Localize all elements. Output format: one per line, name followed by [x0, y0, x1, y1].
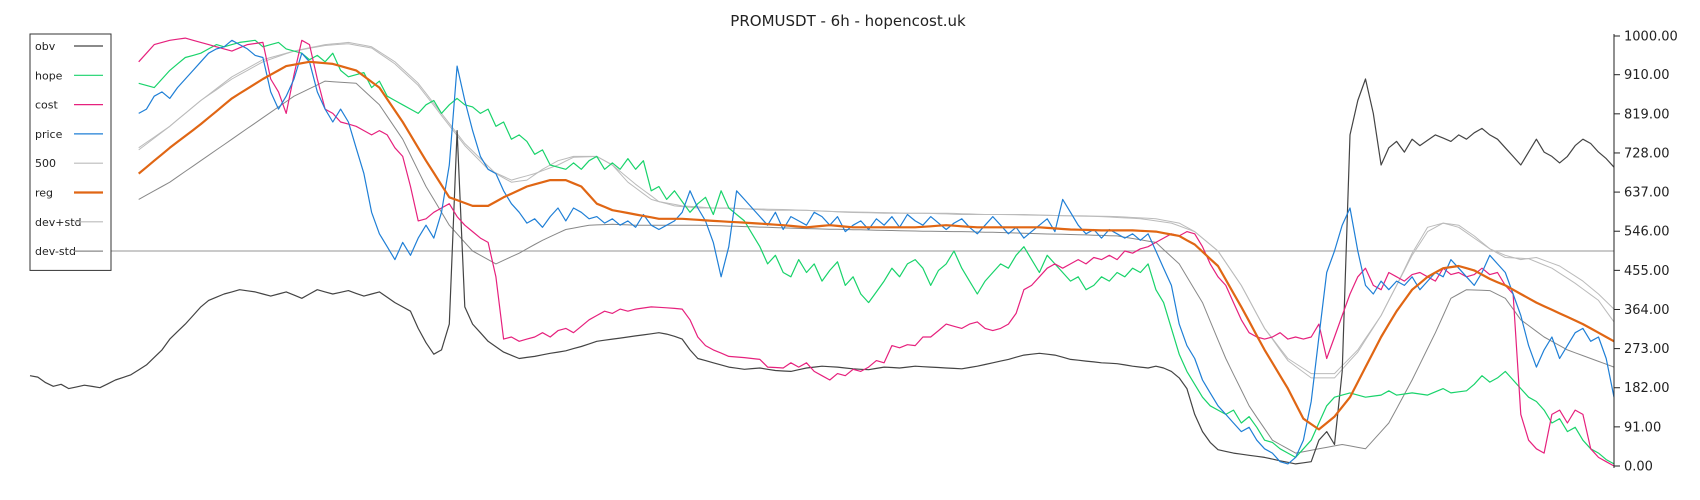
y-tick-label: 546.00 — [1624, 225, 1670, 240]
y-tick-label: 0.00 — [1624, 460, 1653, 475]
legend-label: 500 — [35, 157, 56, 170]
series-line-500 — [138, 41, 1615, 375]
legend-label: cost — [35, 99, 59, 112]
y-tick-label: 1000.00 — [1624, 30, 1678, 45]
y-tick-label: 455.00 — [1624, 264, 1670, 279]
y-tick-label: 910.00 — [1624, 68, 1670, 83]
legend-label: dev-std — [35, 245, 76, 258]
legend-label: reg — [35, 187, 53, 200]
series-line-dev-std — [138, 80, 1615, 454]
legend-label: obv — [35, 40, 56, 53]
y-tick-label: 273.00 — [1624, 342, 1670, 357]
legend: obv hope cost price 500 reg dev+std dev-std — [29, 33, 112, 271]
y-tick-label: 819.00 — [1624, 107, 1670, 122]
y-tick-label: 637.00 — [1624, 186, 1670, 201]
legend-box — [29, 33, 112, 271]
legend-label: price — [35, 128, 63, 141]
legend-label: hope — [35, 69, 63, 82]
y-tick-label: 364.00 — [1624, 303, 1670, 318]
chart-title: PROMUSDT - 6h - hopencost.uk — [730, 12, 966, 30]
y-tick-label: 91.00 — [1624, 420, 1661, 435]
y-axis: 0.00 91.00 182.00 273.00 364.00 455.00 546.00 6… — [1613, 30, 1678, 475]
series-line-dev-std — [138, 43, 1615, 379]
plot-area — [29, 37, 1615, 467]
series-line-reg — [138, 60, 1615, 431]
series-line-price — [138, 39, 1615, 465]
y-tick-label: 182.00 — [1624, 381, 1670, 396]
legend-label: dev+std — [35, 216, 82, 229]
y-tick-label: 728.00 — [1624, 146, 1670, 161]
series-line-obv — [29, 78, 1615, 465]
series-line-hope — [138, 39, 1615, 465]
series-line-cost — [138, 37, 1615, 467]
